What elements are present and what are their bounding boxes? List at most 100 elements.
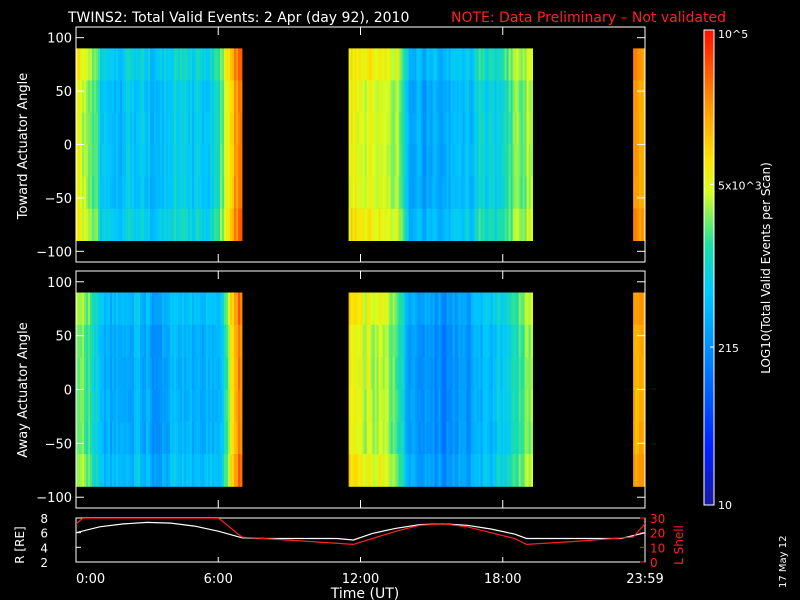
heatmap-cell <box>188 292 191 326</box>
heatmap-cell <box>464 292 467 326</box>
heatmap-cell <box>434 454 437 487</box>
heatmap-cell <box>380 389 383 423</box>
heatmap-cell <box>500 176 503 209</box>
heatmap-cell <box>416 421 419 455</box>
heatmap-cell <box>104 176 107 209</box>
heatmap-cell <box>454 357 457 390</box>
heatmap-cell <box>108 292 111 326</box>
heatmap-cell <box>490 324 493 358</box>
heatmap-cell <box>412 389 415 423</box>
heatmap-cell <box>142 112 145 145</box>
heatmap-cell <box>144 48 147 81</box>
heatmap-cell <box>202 208 205 241</box>
heatmap-cell <box>188 112 191 145</box>
heatmap-cell <box>406 389 409 423</box>
heatmap-cell <box>444 421 447 455</box>
heatmap-cell <box>124 208 127 241</box>
heatmap-cell <box>396 292 399 326</box>
heatmap-cell <box>86 389 89 423</box>
heatmap-cell <box>508 324 511 358</box>
heatmap-cell <box>350 48 353 81</box>
heatmap-cell <box>370 48 373 81</box>
heatmap-cell <box>450 421 453 455</box>
heatmap-cell <box>98 421 101 455</box>
heatmap-cell <box>430 176 433 209</box>
heatmap-cell <box>222 48 225 81</box>
heatmap-cell <box>120 176 123 209</box>
heatmap-cell <box>208 48 211 81</box>
heatmap-cell <box>362 80 365 113</box>
heatmap-cell <box>494 292 497 326</box>
heatmap-cell <box>214 144 217 177</box>
heatmap-cell <box>116 357 119 390</box>
heatmap-cell <box>528 357 531 390</box>
heatmap-cell <box>394 80 397 113</box>
heatmap-cell <box>402 80 405 113</box>
heatmap-cell <box>114 208 117 241</box>
heatmap-cell <box>104 80 107 113</box>
heatmap-cell <box>152 208 155 241</box>
heatmap-cell <box>212 144 215 177</box>
heatmap-cell <box>352 80 355 113</box>
heatmap-cell <box>78 454 81 487</box>
colorbar-tick-label: 10 <box>718 499 732 512</box>
heatmap-cell <box>488 357 491 390</box>
heatmap-cell <box>212 421 215 455</box>
heatmap-cell <box>416 144 419 177</box>
heatmap-cell <box>142 454 145 487</box>
heatmap-cell <box>528 389 531 423</box>
heatmap-cell <box>176 454 179 487</box>
heatmap-cell <box>478 389 481 423</box>
heatmap-cell <box>196 454 199 487</box>
heatmap-cell <box>142 292 145 326</box>
heatmap-cell <box>216 324 219 358</box>
heatmap-cell <box>194 80 197 113</box>
heatmap-cell <box>98 48 101 81</box>
heatmap-cell <box>164 357 167 390</box>
heatmap-cell <box>404 144 407 177</box>
heatmap-cell <box>102 389 105 423</box>
heatmap-cell <box>232 389 235 423</box>
heatmap-cell <box>635 292 638 326</box>
heatmap-cell <box>398 357 401 390</box>
heatmap-cell <box>216 112 219 145</box>
heatmap-cell <box>108 389 111 423</box>
heatmap-cell <box>178 208 181 241</box>
heatmap-cell <box>422 357 425 390</box>
heatmap-cell <box>166 112 169 145</box>
heatmap-cell <box>102 454 105 487</box>
heatmap-cell <box>498 421 501 455</box>
heatmap-cell <box>396 176 399 209</box>
heatmap-cell <box>76 48 79 81</box>
x-tick-label: 23:59 <box>626 572 663 587</box>
heatmap-cell <box>232 80 235 113</box>
heatmap-cell <box>488 208 491 241</box>
heatmap-cell <box>136 389 139 423</box>
heatmap-cell <box>434 292 437 326</box>
heatmap-cell <box>358 292 361 326</box>
heatmap-cell <box>466 292 469 326</box>
heatmap-cell <box>236 176 239 209</box>
heatmap-cell <box>396 389 399 423</box>
heatmap-cell <box>232 454 235 487</box>
heatmap-cell <box>464 48 467 81</box>
heatmap-cell <box>126 80 129 113</box>
heatmap-cell <box>486 324 489 358</box>
heatmap-cell <box>394 454 397 487</box>
heatmap-cell <box>130 208 133 241</box>
heatmap-cell <box>468 144 471 177</box>
heatmap-cell <box>422 48 425 81</box>
heatmap-cell <box>378 48 381 81</box>
heatmap-cell <box>200 208 203 241</box>
heatmap-cell <box>124 389 127 423</box>
heatmap-cell <box>194 208 197 241</box>
heatmap-cell <box>132 421 135 455</box>
heatmap-cell <box>502 80 505 113</box>
heatmap-cell <box>488 324 491 358</box>
heatmap-cell <box>352 112 355 145</box>
heatmap-cell <box>188 324 191 358</box>
heatmap-cell <box>482 144 485 177</box>
heatmap-cell <box>408 292 411 326</box>
heatmap-cell <box>430 292 433 326</box>
heatmap-cell <box>80 357 83 390</box>
